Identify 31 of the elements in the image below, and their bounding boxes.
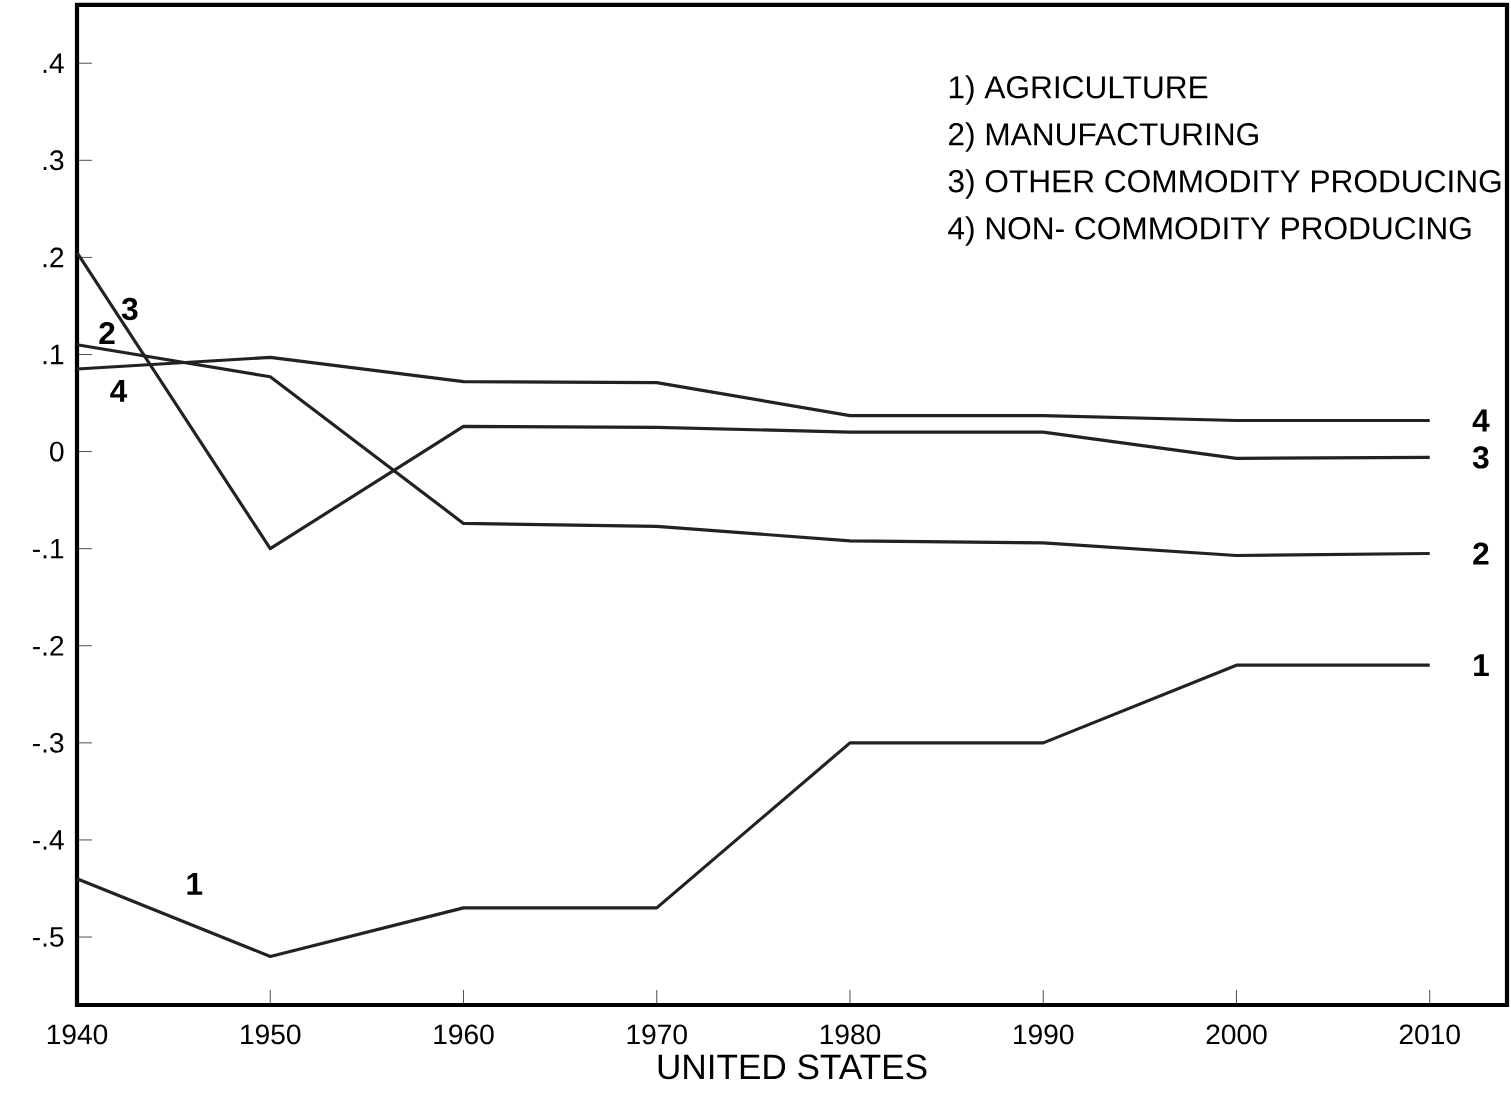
y-tick-label: .2 <box>43 247 64 268</box>
y-tick-label: 0 <box>50 441 64 462</box>
x-tick-label: 1940 <box>47 1024 108 1045</box>
x-tick-label: 2010 <box>1399 1024 1460 1045</box>
annotation: 2 <box>99 321 115 345</box>
x-tick-label: 1970 <box>627 1024 687 1045</box>
series-label: 4 <box>1472 409 1490 432</box>
y-tick-label: .4 <box>43 53 64 73</box>
series-label: 1 <box>1474 654 1489 677</box>
annotation: 3) OTHER COMMODITY PRODUCING <box>948 169 1501 199</box>
y-tick-label: -.2 <box>33 635 64 656</box>
x-tick-label: 1980 <box>820 1024 881 1045</box>
x-tick-label: 1990 <box>1014 1024 1074 1045</box>
x-tick-label: 1950 <box>241 1024 301 1045</box>
series-label: 3 <box>1472 446 1489 469</box>
y-tick-label: -.1 <box>33 538 64 559</box>
annotation: 4) NON- COMMODITY PRODUCING <box>948 216 1471 246</box>
x-tick-label: 2000 <box>1206 1024 1267 1045</box>
annotation: 3 <box>121 297 138 321</box>
series-label: 2 <box>1473 542 1489 565</box>
annotation: 4 <box>110 380 128 402</box>
y-tick-label: .1 <box>43 344 64 365</box>
x-tick-label: 1960 <box>434 1024 494 1045</box>
annotation: 1) AGRICULTURE <box>949 75 1208 105</box>
x-axis-title: UNITED STATES <box>658 1054 927 1080</box>
annotation: 2) MANUFACTURING <box>949 122 1258 152</box>
y-tick-label: -.3 <box>33 732 64 753</box>
y-tick-label: -.4 <box>33 830 64 850</box>
annotation: 1 <box>187 873 203 895</box>
y-tick-label: -.5 <box>33 927 64 947</box>
y-tick-label: .3 <box>43 150 64 171</box>
